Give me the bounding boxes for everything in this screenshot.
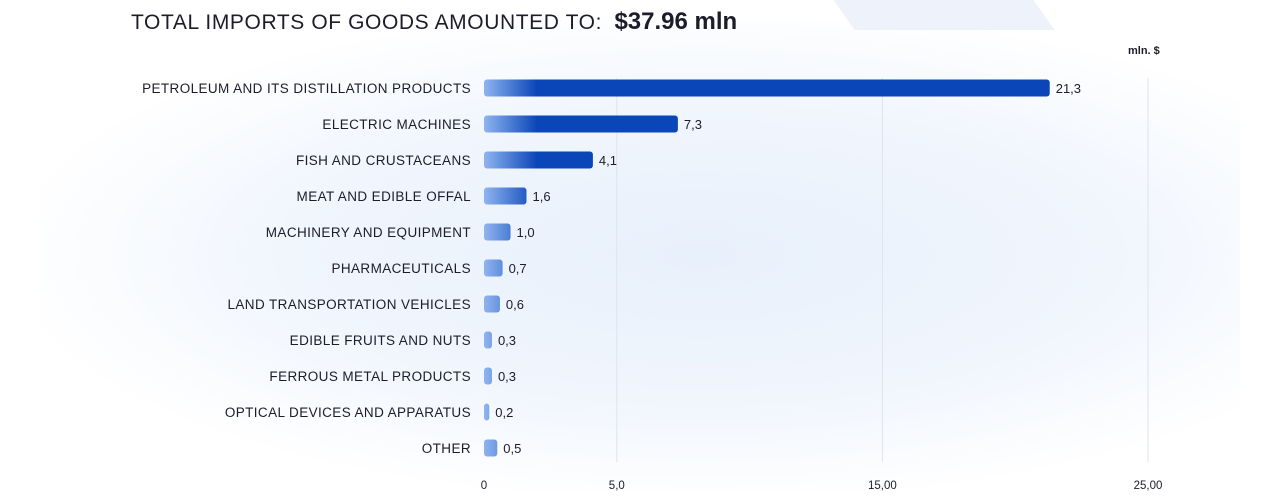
bar <box>484 187 527 205</box>
value-label: 0,2 <box>495 405 513 420</box>
bar <box>484 259 503 277</box>
label-layer: 0 5,0 15,00 25,00 PETROLEUM AND ITS DISTILLA… <box>142 81 1162 492</box>
bar <box>484 115 678 133</box>
x-tick-label: 15,00 <box>868 480 897 492</box>
bar-layer <box>484 79 1050 457</box>
category-label: PETROLEUM AND ITS DISTILLATION PRODUCTS <box>142 81 471 96</box>
bar <box>484 403 490 421</box>
value-label: 0,5 <box>503 441 521 456</box>
value-label: 21,3 <box>1056 81 1081 96</box>
bar <box>484 331 492 349</box>
chart-title: TOTAL IMPORTS OF GOODS AMOUNTED TO: $37.… <box>131 8 737 36</box>
category-label: MACHINERY AND EQUIPMENT <box>266 225 471 240</box>
value-label: 7,3 <box>684 117 702 132</box>
category-label: PHARMACEUTICALS <box>331 261 471 276</box>
value-label: 0,3 <box>498 333 516 348</box>
value-label: 0,3 <box>498 369 516 384</box>
x-tick-label: 5,0 <box>609 480 625 492</box>
value-label: 4,1 <box>599 153 617 168</box>
category-label: ELECTRIC MACHINES <box>322 117 471 132</box>
bar <box>484 151 593 169</box>
bar <box>484 439 498 457</box>
value-label: 1,0 <box>517 225 535 240</box>
x-tick-label: 25,00 <box>1134 480 1163 492</box>
background-glow <box>40 20 1240 490</box>
value-label: 1,6 <box>532 189 550 204</box>
bar <box>484 223 511 241</box>
category-label: FERROUS METAL PRODUCTS <box>269 369 471 384</box>
category-label: OTHER <box>422 441 471 456</box>
grid-layer <box>616 78 1149 462</box>
unit-label: mln. $ <box>1128 45 1160 57</box>
bar <box>484 295 500 313</box>
title-prefix: TOTAL IMPORTS OF GOODS AMOUNTED TO: <box>131 11 603 34</box>
category-label: MEAT AND EDIBLE OFFAL <box>297 189 472 204</box>
category-label: FISH AND CRUSTACEANS <box>296 153 471 168</box>
value-label: 0,7 <box>509 261 527 276</box>
category-label: OPTICAL DEVICES AND APPARATUS <box>225 405 471 420</box>
bar <box>484 79 1050 97</box>
category-label: LAND TRANSPORTATION VEHICLES <box>227 297 471 312</box>
category-label: EDIBLE FRUITS AND NUTS <box>290 333 471 348</box>
value-label: 0,6 <box>506 297 524 312</box>
x-tick-label: 0 <box>481 480 487 492</box>
bar <box>484 367 492 385</box>
title-amount: $37.96 mln <box>614 8 738 35</box>
